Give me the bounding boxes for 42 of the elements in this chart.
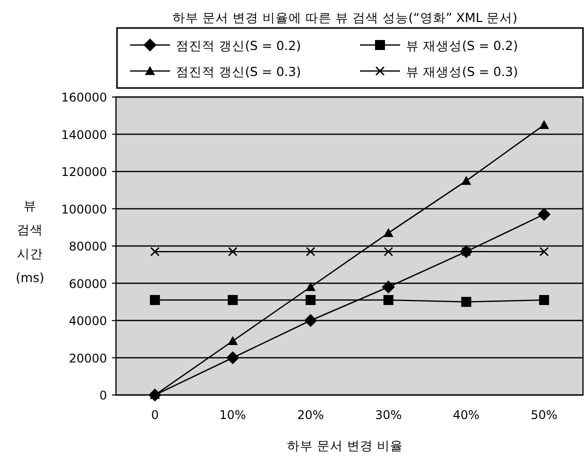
point <box>306 246 316 256</box>
point <box>306 282 316 291</box>
y-axis-title: 뷰 검색 시간 (ms) <box>16 198 44 285</box>
x-axis-title: 하부 문서 변경 비율 <box>287 438 403 453</box>
legend-label: 뷰 재생성(S = 0.2) <box>406 38 518 53</box>
y-tick-label: 120000 <box>61 165 107 179</box>
legend-label: 점진적 갱신(S = 0.3) <box>176 64 301 79</box>
y-tick-label: 40000 <box>68 314 107 328</box>
x-tick-label: 50% <box>530 408 558 422</box>
y-tick-label: 60000 <box>68 276 107 291</box>
point <box>150 246 160 256</box>
y-tick-label: 160000 <box>61 90 107 104</box>
chart-title: 하부 문서 변경 비율에 따른 뷰 검색 성능(“영화” XML 문서) <box>172 10 518 25</box>
y-tick-label: 80000 <box>68 240 107 254</box>
point <box>228 336 238 345</box>
point <box>539 295 550 306</box>
y-tick-label: 0 <box>99 388 107 402</box>
x-tick-label: 40% <box>452 408 480 422</box>
point <box>383 228 394 237</box>
point <box>382 280 395 294</box>
point <box>306 295 316 306</box>
point <box>539 246 549 256</box>
point <box>228 246 238 256</box>
legend-label: 뷰 재생성(S = 0.3) <box>406 64 518 79</box>
point <box>461 296 472 307</box>
point <box>461 176 472 185</box>
y-tick-label: 100000 <box>61 202 107 216</box>
point <box>150 295 160 306</box>
legend-label: 점진적 갱신(S = 0.2) <box>176 38 301 53</box>
x-tick-label: 30% <box>375 408 402 422</box>
point <box>383 295 394 306</box>
y-tick-label: 140000 <box>61 128 107 142</box>
point <box>539 120 550 129</box>
point <box>538 208 551 221</box>
point <box>384 246 394 256</box>
x-tick-label: 0 <box>151 408 159 422</box>
point <box>226 351 240 364</box>
point <box>304 314 318 327</box>
point <box>228 295 238 306</box>
y-tick-label: 20000 <box>68 351 107 366</box>
x-tick-label: 20% <box>297 408 324 422</box>
x-tick-label: 10% <box>219 408 246 422</box>
